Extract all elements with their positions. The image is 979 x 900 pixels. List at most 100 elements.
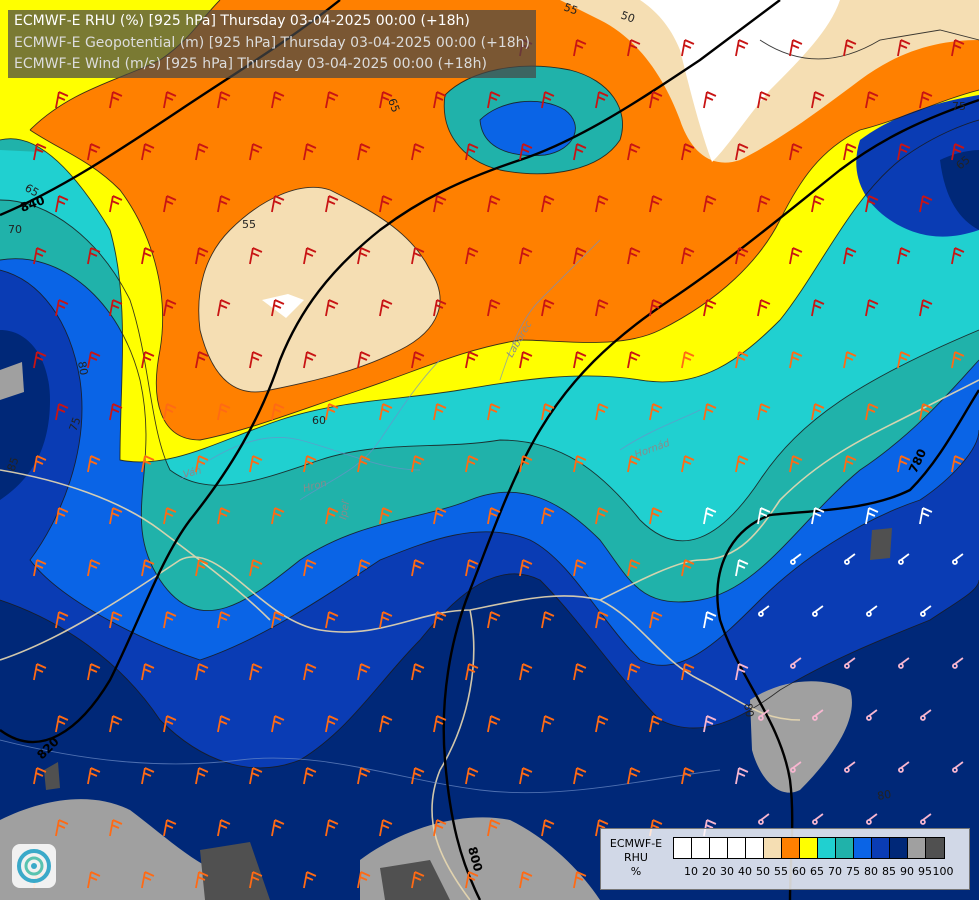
wind-barb [303, 663, 317, 681]
legend-tick-label: 10 [684, 865, 698, 878]
wind-barb [411, 351, 425, 369]
legend-swatch [818, 838, 836, 858]
wind-barb [379, 403, 393, 421]
wind-barb [325, 403, 339, 421]
wind-barb [919, 403, 933, 421]
wind-barb [325, 611, 339, 629]
wind-barb [109, 403, 123, 421]
wind-barb [681, 559, 695, 577]
wind-barb [681, 351, 695, 369]
wind-barb [55, 507, 69, 525]
legend-tick-label: 50 [756, 865, 770, 878]
wind-barb [811, 195, 825, 213]
wind-barb [249, 767, 263, 785]
wind-barb [109, 507, 123, 525]
wind-barb [865, 507, 879, 525]
wind-barb [865, 195, 879, 213]
legend-tick-label: 95 [918, 865, 932, 878]
wind-barb [681, 39, 695, 57]
legend-tick-label: 55 [774, 865, 788, 878]
rhu-band-85-ne [856, 95, 979, 237]
legend-swatch [890, 838, 908, 858]
wind-barb [487, 195, 501, 213]
rhu-label: 75 [952, 100, 966, 113]
wind-barb [465, 143, 479, 161]
wind-barb [757, 299, 771, 317]
legend-swatch [908, 838, 926, 858]
wind-barb [735, 39, 749, 57]
wind-barb [433, 507, 447, 525]
legend-tick-label: 60 [792, 865, 806, 878]
wind-barb [249, 663, 263, 681]
wind-barb [649, 195, 663, 213]
wind-barb [163, 91, 177, 109]
wind-barb [758, 813, 770, 825]
weather-service-logo-icon [12, 844, 56, 888]
wind-barb [789, 39, 803, 57]
wind-barb [573, 247, 587, 265]
wind-barb [757, 91, 771, 109]
wind-barb [433, 403, 447, 421]
wind-barb [379, 507, 393, 525]
legend-tick-label: 80 [864, 865, 878, 878]
wind-barb [217, 91, 231, 109]
wind-barb [843, 143, 857, 161]
legend-swatch [674, 838, 692, 858]
wind-barb [843, 455, 857, 473]
wind-barb [541, 299, 555, 317]
wind-barb [411, 767, 425, 785]
wind-barb [897, 247, 911, 265]
wind-barb [217, 403, 231, 421]
wind-barb [487, 715, 501, 733]
wind-barb [195, 455, 209, 473]
wind-barb [357, 767, 371, 785]
wind-barb [303, 247, 317, 265]
wind-barb [649, 611, 663, 629]
rhu-label: 70 [8, 223, 22, 236]
wind-barb [487, 819, 501, 837]
wind-barb [163, 611, 177, 629]
wind-barb [87, 767, 101, 785]
wind-barb [541, 195, 555, 213]
wind-barb [249, 871, 263, 889]
wind-barb [519, 871, 533, 889]
wind-barb [163, 715, 177, 733]
wind-barb [379, 611, 393, 629]
wind-barb [271, 715, 285, 733]
country-borders [0, 379, 979, 900]
wind-barb [325, 715, 339, 733]
wind-barb [681, 247, 695, 265]
rhu-label: 50 [619, 9, 637, 26]
wind-barb [757, 195, 771, 213]
legend-swatch [926, 838, 944, 858]
wind-barb [735, 247, 749, 265]
wind-barb [195, 247, 209, 265]
wind-barb [919, 507, 933, 525]
title-line-geopotential: ECMWF-E Geopotential (m) [925 hPa] Thurs… [14, 34, 531, 51]
legend-tick-label: 75 [846, 865, 860, 878]
wind-barb [951, 247, 965, 265]
wind-barb [757, 507, 771, 525]
wind-barb [595, 299, 609, 317]
wind-barb [465, 455, 479, 473]
wind-barb [649, 91, 663, 109]
wind-barb [141, 767, 155, 785]
wind-barb [379, 91, 393, 109]
wind-barb [195, 767, 209, 785]
wind-barb [411, 663, 425, 681]
wind-barb [703, 195, 717, 213]
legend-tick-label: 20 [702, 865, 716, 878]
wind-barb [163, 507, 177, 525]
wind-barb [703, 299, 717, 317]
wind-barbs [33, 39, 965, 889]
wind-barb [487, 611, 501, 629]
wind-barb [573, 455, 587, 473]
wind-barb [897, 455, 911, 473]
wind-barb [865, 91, 879, 109]
wind-barb [465, 559, 479, 577]
wind-barb [487, 403, 501, 421]
wind-barb [87, 663, 101, 681]
legend-title-line: % [630, 865, 642, 878]
wind-barb [55, 715, 69, 733]
